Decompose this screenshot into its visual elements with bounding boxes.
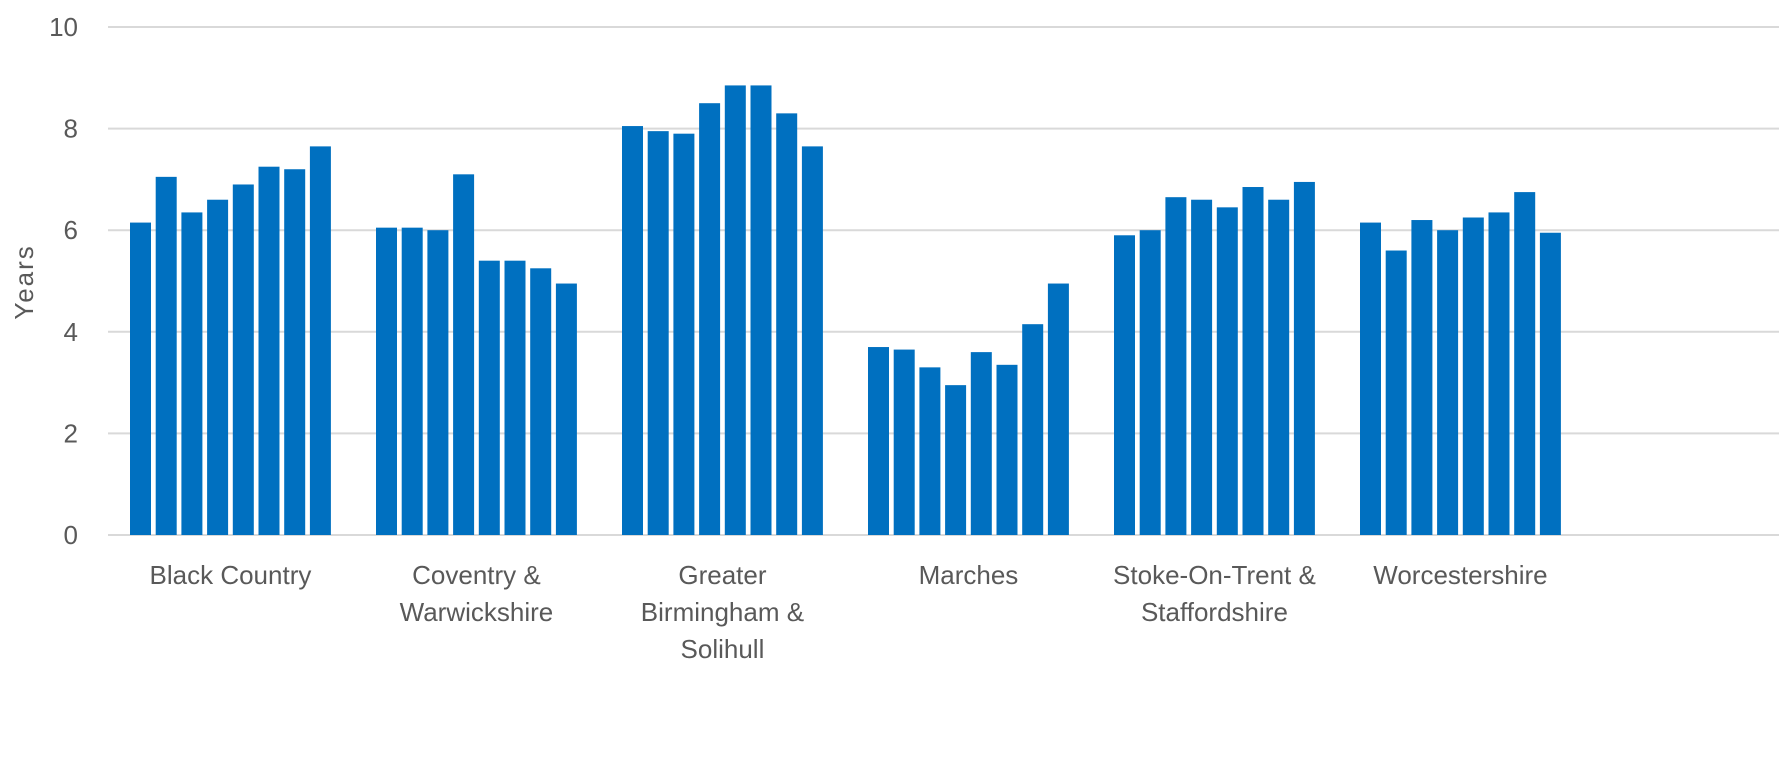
bar bbox=[376, 228, 397, 535]
bar bbox=[919, 367, 940, 535]
x-category-label: Coventry & Warwickshire bbox=[400, 560, 554, 627]
bar bbox=[894, 350, 915, 535]
bar bbox=[1217, 207, 1238, 535]
bar bbox=[1191, 200, 1212, 535]
bar bbox=[648, 131, 669, 535]
x-category-label: Stoke-On-Trent & Staffordshire bbox=[1113, 560, 1316, 627]
bar bbox=[1294, 182, 1315, 535]
bar bbox=[453, 174, 474, 535]
y-tick-label: 10 bbox=[49, 12, 78, 42]
bar bbox=[402, 228, 423, 535]
x-category-label-line: Solihull bbox=[681, 634, 765, 664]
y-axis-title: Years bbox=[9, 244, 39, 320]
bar bbox=[776, 113, 797, 535]
x-category-label: Greater Birmingham & Solihull bbox=[641, 560, 804, 664]
bars bbox=[130, 85, 1561, 535]
bar bbox=[284, 169, 305, 535]
bar bbox=[1048, 284, 1069, 535]
bar bbox=[1411, 220, 1432, 535]
x-category-label-line: Coventry & bbox=[412, 560, 541, 590]
bar bbox=[868, 347, 889, 535]
bar bbox=[1165, 197, 1186, 535]
bar bbox=[1114, 235, 1135, 535]
bar bbox=[207, 200, 228, 535]
bar bbox=[556, 284, 577, 535]
bar bbox=[1386, 251, 1407, 535]
x-category-label: Black Country bbox=[150, 560, 312, 590]
bar bbox=[1489, 212, 1510, 535]
bar bbox=[725, 85, 746, 535]
y-tick-label: 2 bbox=[64, 418, 78, 448]
x-category-label-line: Worcestershire bbox=[1373, 560, 1547, 590]
bar bbox=[233, 184, 254, 535]
bar bbox=[997, 365, 1018, 535]
bar bbox=[622, 126, 643, 535]
bar bbox=[1140, 230, 1161, 535]
bar bbox=[530, 268, 551, 535]
bar bbox=[427, 230, 448, 535]
bar bbox=[259, 167, 280, 535]
bar bbox=[1243, 187, 1264, 535]
bar bbox=[802, 146, 823, 535]
bar bbox=[1360, 223, 1381, 535]
y-tick-label: 6 bbox=[64, 215, 78, 245]
bar bbox=[156, 177, 177, 535]
bar bbox=[505, 261, 526, 535]
y-tick-label: 8 bbox=[64, 114, 78, 144]
x-category-label: Marches bbox=[919, 560, 1019, 590]
bar bbox=[673, 134, 694, 535]
bar bbox=[945, 385, 966, 535]
x-category-label-line: Staffordshire bbox=[1141, 597, 1288, 627]
bar bbox=[1463, 218, 1484, 536]
x-axis-categories: Black Country Coventry & Warwickshire Great… bbox=[150, 560, 1548, 664]
bar bbox=[699, 103, 720, 535]
bar bbox=[1514, 192, 1535, 535]
x-category-label-line: Greater bbox=[678, 560, 766, 590]
bar bbox=[310, 146, 331, 535]
bar bbox=[479, 261, 500, 535]
x-category-label: Worcestershire bbox=[1373, 560, 1547, 590]
bar bbox=[181, 212, 202, 535]
y-axis-ticks: 0 2 4 6 8 10 bbox=[49, 12, 78, 550]
bar bbox=[1022, 324, 1043, 535]
x-category-label-line: Black Country bbox=[150, 560, 312, 590]
bar bbox=[751, 85, 772, 535]
x-category-label-line: Birmingham & bbox=[641, 597, 804, 627]
x-category-label-line: Stoke-On-Trent & bbox=[1113, 560, 1316, 590]
bar bbox=[130, 223, 151, 535]
bar bbox=[1437, 230, 1458, 535]
y-tick-label: 4 bbox=[64, 317, 78, 347]
bar bbox=[1268, 200, 1289, 535]
x-category-label-line: Warwickshire bbox=[400, 597, 554, 627]
x-category-label-line: Marches bbox=[919, 560, 1019, 590]
y-tick-label: 0 bbox=[64, 520, 78, 550]
bar bbox=[1540, 233, 1561, 535]
bar bbox=[971, 352, 992, 535]
